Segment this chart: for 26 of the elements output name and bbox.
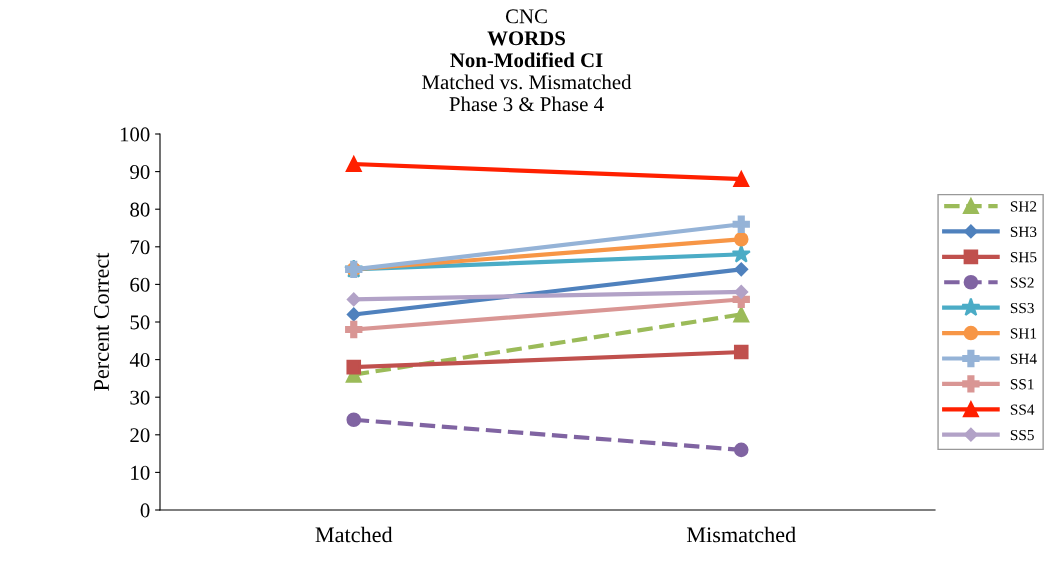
legend-label: SH2 [1010, 201, 1037, 212]
legend-label: SH4 [1010, 353, 1037, 364]
y-tick-label: 10 [131, 465, 150, 480]
legend-label: SS2 [1010, 277, 1034, 288]
legend-label: SH5 [1010, 252, 1037, 263]
chart-subtitle: Matched vs. Mismatched Phase 3 & Phase 4 [422, 74, 632, 112]
y-tick-label: 0 [140, 503, 150, 518]
legend-label: SS4 [1010, 404, 1035, 415]
legend-label: SH3 [1010, 226, 1037, 237]
y-tick-label: 70 [130, 240, 150, 255]
y-tick-label: 20 [130, 428, 150, 443]
legend-label: SS5 [1010, 429, 1034, 441]
x-tick-label: Mismatched [686, 526, 796, 543]
legend-label: SH1 [1010, 328, 1037, 339]
y-tick-label: 100 [120, 127, 150, 142]
y-tick-label: 40 [129, 352, 150, 368]
y-tick-label: 30 [130, 390, 150, 405]
y-tick-label: 60 [130, 277, 150, 292]
y-tick-label: 50 [130, 315, 150, 330]
y-tick-label: 90 [130, 164, 150, 180]
legend-label: SS3 [1010, 302, 1034, 314]
y-axis-title: Percent Correct [94, 252, 109, 391]
y-tick-label: 80 [130, 202, 150, 217]
x-tick-label: Matched [315, 526, 393, 543]
legend-label: SS1 [1010, 379, 1034, 390]
chart-title: CNC WORDS Non-Modified CI [450, 9, 603, 68]
